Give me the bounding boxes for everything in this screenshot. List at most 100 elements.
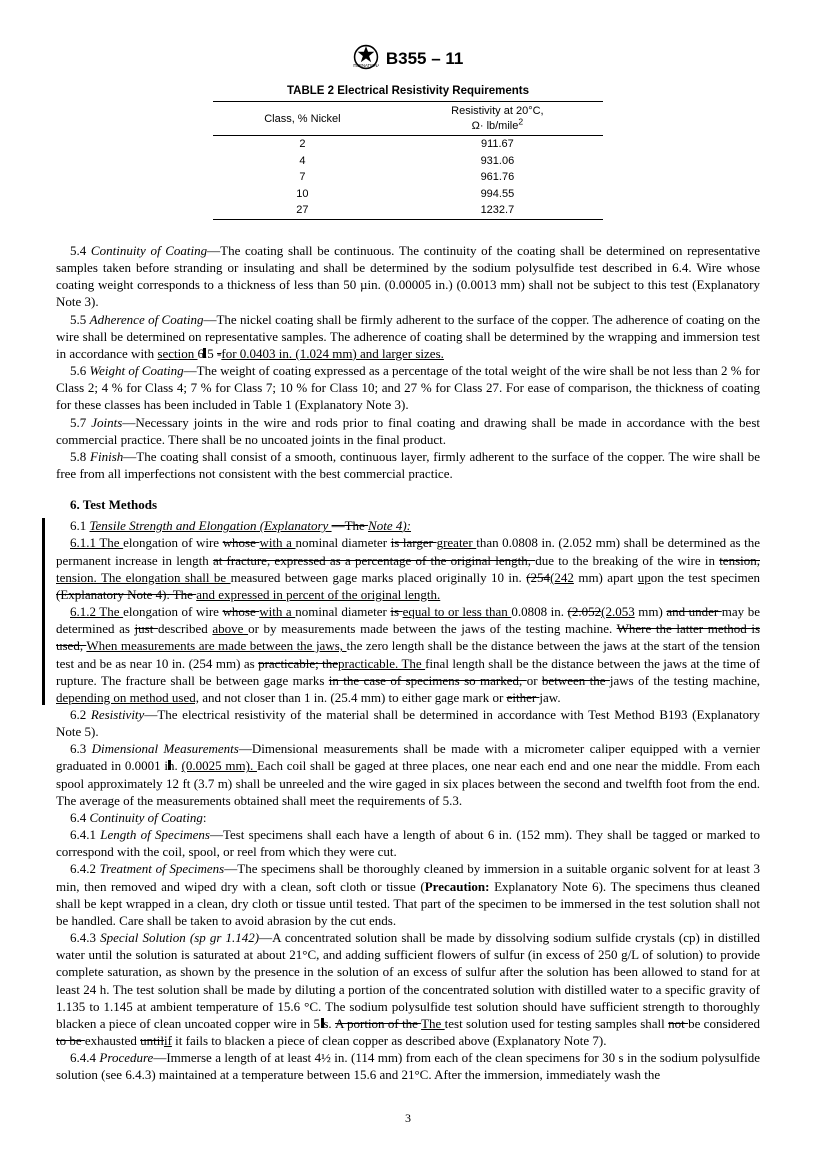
del: is: [390, 604, 402, 619]
title: Special Solution (sp gr 1.142): [100, 930, 259, 945]
ins: ):: [402, 518, 411, 533]
para-5.4: 5.4 Continuity of Coating—The coating sh…: [56, 242, 760, 311]
ins: (2.053: [601, 604, 635, 619]
num: 6.4: [70, 810, 90, 825]
para-6.1.1: 6.1.1 The elongation of wire whose with …: [56, 534, 760, 603]
body: test solution used for testing samples s…: [445, 1016, 668, 1031]
num: 6.1.1 The: [70, 535, 123, 550]
table-2: TABLE 2 Electrical Resistivity Requireme…: [213, 84, 603, 220]
resistivity-table: Class, % Nickel Resistivity at 20°C, Ω· …: [213, 101, 603, 220]
del: whose: [223, 604, 260, 619]
change-block-6.1: 6.1 Tensile Strength and Elongation (Exp…: [56, 517, 760, 706]
title: Dimensional Measurements: [92, 741, 239, 756]
num: 6.3: [70, 741, 92, 756]
body: nominal diameter: [295, 535, 390, 550]
table-row: 271232.7: [213, 202, 603, 219]
title: Length of Specimens: [100, 827, 210, 842]
del: A portion of the: [335, 1016, 421, 1031]
del: —The: [332, 518, 368, 533]
body: :: [203, 810, 207, 825]
designation: B355 – 11: [386, 48, 464, 70]
para-6.3: 6.3 Dimensional Measurements—Dimensional…: [56, 740, 760, 809]
table-row: 7961.76: [213, 169, 603, 186]
title: Joints: [91, 415, 122, 430]
para-5.6: 5.6 Weight of Coating—The weight of coat…: [56, 362, 760, 413]
ins: section: [157, 346, 197, 361]
page-number: 3: [56, 1111, 760, 1127]
num: 6.1.2 The: [70, 604, 123, 619]
del: until: [140, 1033, 164, 1048]
cell: 4: [213, 153, 392, 170]
title: Tensile Strength and Elongation: [90, 518, 257, 533]
del: and under: [666, 604, 721, 619]
body: be considered: [688, 1016, 760, 1031]
del: practicable; the: [258, 656, 338, 671]
body: or: [527, 673, 542, 688]
section-6-heading: 6. Test Methods: [56, 496, 760, 513]
ins: above: [212, 621, 248, 636]
para-6.4: 6.4 Continuity of Coating:: [56, 809, 760, 826]
ins: When measurements are made between the j…: [86, 638, 346, 653]
cell: 27: [213, 202, 392, 219]
num: 6.4.4: [70, 1050, 99, 1065]
title: Resistivity: [91, 707, 144, 722]
para-5.8: 5.8 Finish—The coating shall consist of …: [56, 448, 760, 482]
title: Continuity of Coating: [91, 243, 207, 258]
ins: tension. The elongation shall be: [56, 570, 231, 585]
cell: 2: [213, 136, 392, 153]
ins: (Explanatory: [256, 518, 331, 533]
body: measured between gage marks placed origi…: [231, 570, 527, 585]
title: Procedure: [99, 1050, 153, 1065]
cell: 961.76: [392, 169, 603, 186]
cell: 994.55: [392, 186, 603, 203]
num: 6.4.2: [70, 861, 100, 876]
del: tension,: [719, 553, 760, 568]
num: 6.4.1: [70, 827, 100, 842]
para-6.4.4: 6.4.4 Procedure—Immerse a length of at l…: [56, 1049, 760, 1083]
body: jaw.: [539, 690, 560, 705]
title: Adherence of Coating: [90, 312, 204, 327]
col2-l2: Ω· lb/mile: [472, 120, 519, 132]
title: Finish: [90, 449, 123, 464]
para-6.4.1: 6.4.1 Length of Specimens—Test specimens…: [56, 826, 760, 860]
ins: The: [421, 1016, 445, 1031]
ins: (0.0025 mm).: [182, 758, 257, 773]
title: Weight of Coating: [90, 363, 184, 378]
ins: if: [164, 1033, 172, 1048]
para-6.2: 6.2 Resistivity—The electrical resistivi…: [56, 706, 760, 740]
table-title: TABLE 2 Electrical Resistivity Requireme…: [213, 84, 603, 99]
body: exhausted: [85, 1033, 140, 1048]
del: (2.052: [568, 604, 602, 619]
body: described: [158, 621, 212, 636]
para-6.4.3: 6.4.3 Special Solution (sp gr 1.142)—A c…: [56, 929, 760, 1049]
ins: Note 4: [368, 518, 402, 533]
body: —The coating shall consist of a smooth, …: [56, 449, 760, 481]
table-row: 10994.55: [213, 186, 603, 203]
title: Treatment of Specimens: [100, 861, 225, 876]
body: mm): [635, 604, 667, 619]
ins: for 0.0403 in. (1.024 mm) and larger siz…: [221, 346, 444, 361]
del: in the case of specimens so marked,: [329, 673, 527, 688]
doc-header: INTERNATIONAL B355 – 11: [56, 44, 760, 74]
del: at fracture, expressed as a percentage o…: [213, 553, 535, 568]
num: 6.4.3: [70, 930, 100, 945]
para-5.5: 5.5 Adherence of Coating—The nickel coat…: [56, 311, 760, 362]
col-resistivity: Resistivity at 20°C, Ω· lb/mile2: [392, 102, 603, 136]
num: 6.2: [70, 707, 91, 722]
para-6.1.2: 6.1.2 The elongation of wire whose with …: [56, 603, 760, 706]
body: 0.0808 in.: [511, 604, 567, 619]
body: mm) apart: [574, 570, 638, 585]
body: it fails to blacken a piece of clean cop…: [172, 1033, 607, 1048]
svg-text:INTERNATIONAL: INTERNATIONAL: [353, 63, 379, 68]
cell: 1232.7: [392, 202, 603, 219]
body: on the test specimen: [651, 570, 760, 585]
body: nominal diameter: [295, 604, 390, 619]
col-class: Class, % Nickel: [213, 102, 392, 136]
num: 5.5: [70, 312, 90, 327]
del: not: [668, 1016, 688, 1031]
del: to be: [56, 1033, 85, 1048]
table-row: 2911.67: [213, 136, 603, 153]
ins: greater: [437, 535, 477, 550]
del: between the: [542, 673, 610, 688]
del: either: [507, 690, 540, 705]
